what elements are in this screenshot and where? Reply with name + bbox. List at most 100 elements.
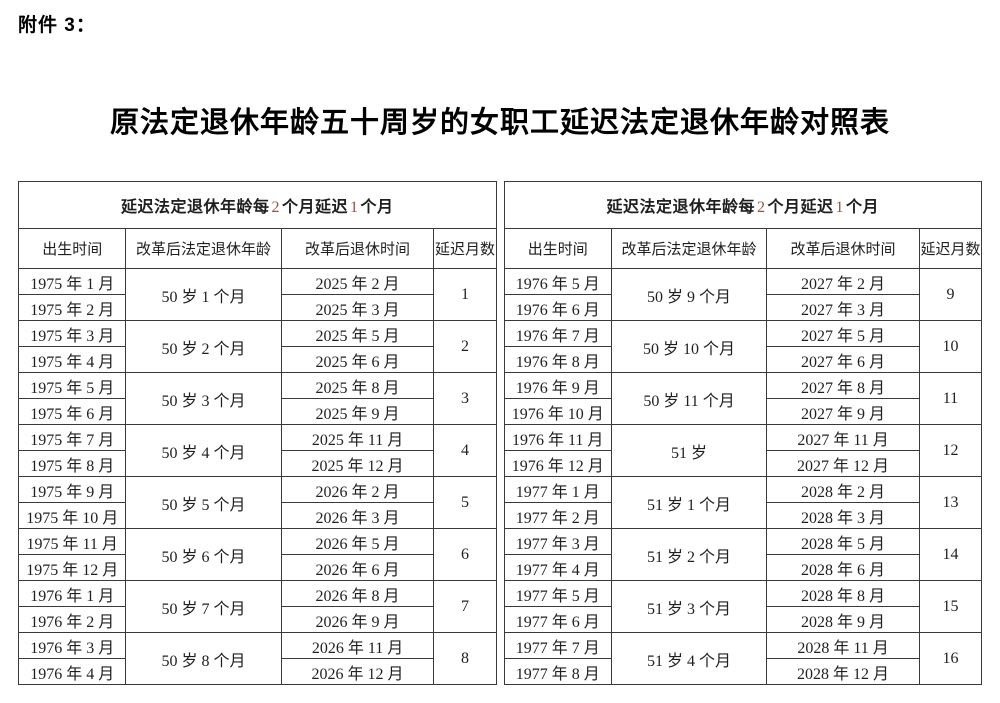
cell-retirement-month: 2027 年 8 月: [766, 372, 920, 399]
column-header-row: 出生时间 改革后法定退休年龄 改革后退休时间 延迟月数: [503, 228, 983, 269]
table-head-right: 延迟法定退休年龄每 2 个月延迟 1 个月 出生时间 改革后法定退休年龄 改革后退休时间…: [503, 181, 983, 269]
table-row: 1977 年 1 月 51 岁 1 个月 2028 年 2 月 13: [503, 476, 983, 529]
cell-birth-month: 1976 年 12 月: [503, 450, 612, 477]
cell-retirement-age: 50 岁 3 个月: [125, 372, 282, 425]
cell-birth-month: 1976 年 10 月: [503, 398, 612, 425]
cell-retirement-month: 2028 年 9 月: [766, 606, 920, 633]
group-header-number: 2: [271, 199, 280, 216]
cell-retirement-age: 51 岁: [610, 424, 768, 477]
cell-retirement-age: 51 岁 2 个月: [610, 528, 768, 581]
table-row: 1976 年 2 月 2026 年 9 月: [17, 606, 497, 633]
cell-birth-month: 1977 年 8 月: [503, 658, 612, 685]
cell-retirement-month: 2028 年 8 月: [766, 580, 920, 607]
cell-delay-months: 2: [433, 320, 497, 373]
cell-retirement-month: 2025 年 9 月: [280, 398, 435, 425]
cell-retirement-month: 2028 年 11 月: [766, 632, 920, 659]
cell-birth-month: 1977 年 1 月: [503, 476, 612, 503]
retirement-table-left: 延迟法定退休年龄每 2 个月延迟 1 个月 出生时间 改革后法定退休年龄 改革后退休时间…: [17, 181, 497, 685]
cell-birth-month: 1975 年 5 月: [17, 372, 127, 399]
group-header-text: 个月: [846, 199, 880, 216]
table-row: 1976 年 12 月 2027 年 12 月: [503, 450, 982, 477]
cell-birth-month: 1975 年 2 月: [17, 294, 127, 321]
group-header: 延迟法定退休年龄每 2 个月延迟 1 个月: [503, 181, 982, 229]
table-row: 1976 年 11 月 51 岁 2027 年 11 月 12: [503, 424, 983, 477]
cell-birth-month: 1975 年 8 月: [17, 450, 127, 477]
group-header-number: 1: [350, 199, 359, 216]
cell-retirement-month: 2027 年 3 月: [766, 294, 920, 321]
column-header-row: 出生时间 改革后法定退休年龄 改革后退休时间 延迟月数: [17, 228, 497, 269]
cell-retirement-age: 50 岁 5 个月: [125, 476, 282, 529]
table-row: 1975 年 2 月 2025 年 3 月: [17, 294, 497, 321]
table-row: 1975 年 6 月 2025 年 9 月: [17, 398, 497, 425]
group-header-number: 1: [835, 199, 844, 216]
cell-retirement-month: 2026 年 12 月: [280, 658, 435, 685]
cell-retirement-month: 2028 年 5 月: [766, 528, 920, 555]
column-header-delay: 延迟月数: [433, 228, 497, 269]
cell-retirement-month: 2028 年 2 月: [766, 476, 920, 503]
cell-retirement-age: 51 岁 4 个月: [610, 632, 768, 685]
cell-retirement-month: 2026 年 8 月: [280, 580, 435, 607]
cell-birth-month: 1976 年 11 月: [503, 424, 612, 451]
cell-birth-month: 1976 年 2 月: [17, 606, 127, 633]
cell-delay-months: 16: [918, 632, 983, 685]
cell-retirement-age: 50 岁 7 个月: [125, 580, 282, 633]
group-header-row: 延迟法定退休年龄每 2 个月延迟 1 个月: [503, 181, 982, 229]
column-header-birth: 出生时间: [17, 228, 127, 269]
attachment-label: 附件 3：: [18, 15, 96, 36]
cell-retirement-month: 2027 年 12 月: [766, 450, 920, 477]
cell-birth-month: 1975 年 12 月: [17, 554, 127, 581]
cell-retirement-month: 2025 年 3 月: [280, 294, 435, 321]
cell-retirement-month: 2026 年 3 月: [280, 502, 435, 529]
cell-birth-month: 1975 年 9 月: [17, 476, 127, 503]
cell-delay-months: 11: [918, 372, 983, 425]
cell-birth-month: 1975 年 10 月: [17, 502, 127, 529]
cell-birth-month: 1975 年 1 月: [17, 268, 127, 295]
table-head-left: 延迟法定退休年龄每 2 个月延迟 1 个月 出生时间 改革后法定退休年龄 改革后退休时间…: [17, 181, 497, 269]
table-row: 1975 年 4 月 2025 年 6 月: [17, 346, 497, 373]
table-row: 1977 年 4 月 2028 年 6 月: [503, 554, 982, 581]
cell-birth-month: 1976 年 3 月: [17, 632, 127, 659]
table-row: 1977 年 7 月 51 岁 4 个月 2028 年 11 月 16: [503, 632, 983, 685]
cell-retirement-month: 2026 年 9 月: [280, 606, 435, 633]
cell-retirement-month: 2025 年 11 月: [280, 424, 435, 451]
group-header-text: 延迟法定退休年龄每: [606, 199, 755, 216]
cell-birth-month: 1975 年 4 月: [17, 346, 127, 373]
group-header: 延迟法定退休年龄每 2 个月延迟 1 个月: [18, 181, 497, 229]
cell-birth-month: 1976 年 5 月: [503, 268, 612, 295]
cell-birth-month: 1975 年 11 月: [17, 528, 127, 555]
table-row: 1976 年 9 月 50 岁 11 个月 2027 年 8 月 11: [503, 372, 983, 425]
cell-birth-month: 1977 年 5 月: [503, 580, 612, 607]
table-row: 1975 年 12 月 2026 年 6 月: [17, 554, 497, 581]
cell-birth-month: 1976 年 1 月: [17, 580, 127, 607]
cell-retirement-month: 2028 年 12 月: [766, 658, 920, 685]
cell-retirement-age: 50 岁 4 个月: [125, 424, 282, 477]
cell-retirement-month: 2027 年 6 月: [766, 346, 920, 373]
table-row: 1977 年 5 月 51 岁 3 个月 2028 年 8 月 15: [503, 580, 983, 633]
cell-retirement-age: 50 岁 6 个月: [125, 528, 282, 581]
cell-retirement-month: 2027 年 11 月: [766, 424, 920, 451]
cell-birth-month: 1975 年 6 月: [17, 398, 127, 425]
cell-retirement-age: 50 岁 1 个月: [125, 268, 282, 321]
table-row: 1977 年 8 月 2028 年 12 月: [503, 658, 982, 685]
column-header-retire: 改革后退休时间: [280, 228, 435, 269]
cell-birth-month: 1977 年 6 月: [503, 606, 612, 633]
cell-retirement-month: 2027 年 9 月: [766, 398, 920, 425]
cell-retirement-month: 2026 年 11 月: [280, 632, 435, 659]
cell-delay-months: 4: [433, 424, 497, 477]
table-body-left: 1975 年 1 月 50 岁 1 个月 2025 年 2 月 1 1975 年 2 月…: [17, 268, 497, 685]
cell-delay-months: 12: [918, 424, 983, 477]
cell-retirement-age: 50 岁 10 个月: [610, 320, 768, 373]
cell-retirement-month: 2026 年 2 月: [280, 476, 435, 503]
cell-delay-months: 15: [918, 580, 983, 633]
table-row: 1975 年 10 月 2026 年 3 月: [17, 502, 497, 529]
cell-birth-month: 1976 年 9 月: [503, 372, 612, 399]
cell-retirement-month: 2026 年 6 月: [280, 554, 435, 581]
cell-birth-month: 1975 年 3 月: [17, 320, 127, 347]
column-header-retire: 改革后退休时间: [766, 228, 920, 269]
cell-birth-month: 1976 年 8 月: [503, 346, 612, 373]
